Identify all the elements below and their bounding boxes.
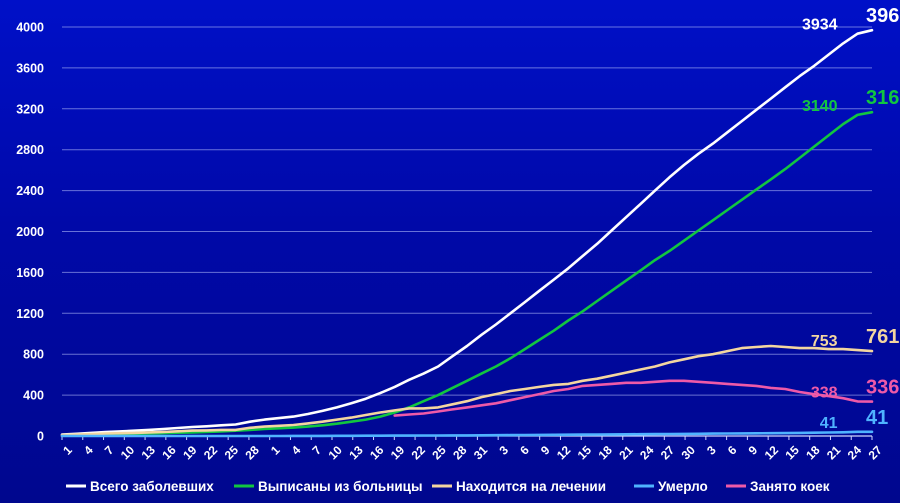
x-tick-label: 6 xyxy=(517,443,532,458)
y-tick-label: 2400 xyxy=(16,184,44,198)
legend-item: Занято коек xyxy=(726,479,830,494)
data-label: 41 xyxy=(820,415,838,432)
x-tick-label: 27 xyxy=(866,443,886,463)
grid xyxy=(62,26,872,396)
legend-label: Находится на лечении xyxy=(456,479,606,494)
x-tick-label: 1 xyxy=(268,443,283,458)
legend-label: Выписаны из больницы xyxy=(258,479,423,494)
x-tick-label: 16 xyxy=(159,443,179,463)
x-tick-label: 24 xyxy=(637,443,657,463)
x-tick-label: 22 xyxy=(409,443,429,463)
legend-label: Умерло xyxy=(658,479,708,494)
x-tick-label: 6 xyxy=(725,443,740,458)
x-tick-label: 9 xyxy=(538,443,553,458)
legend-item: Умерло xyxy=(634,479,708,494)
series-line-2 xyxy=(60,110,874,437)
x-tick-label: 4 xyxy=(289,443,304,458)
x-tick-label: 12 xyxy=(554,443,574,463)
series-line-5 xyxy=(393,379,874,417)
x-tick-label: 13 xyxy=(139,443,159,463)
x-tick-label: 18 xyxy=(596,443,616,463)
series-group xyxy=(60,28,874,438)
legend-item: Находится на лечении xyxy=(432,479,606,494)
legend-label: Занято коек xyxy=(750,479,830,494)
y-tick-label: 0 xyxy=(37,430,44,444)
x-tick-label: 15 xyxy=(575,443,595,463)
x-tick-label: 4 xyxy=(81,443,96,458)
x-tick-label: 7 xyxy=(102,443,117,458)
y-tick-label: 2800 xyxy=(16,143,44,157)
x-tick-label: 25 xyxy=(429,443,449,463)
x-tick-label: 30 xyxy=(679,443,699,463)
legend-label: Всего заболевших xyxy=(90,479,214,494)
x-tick-label: 10 xyxy=(118,443,138,463)
x-tick-label: 28 xyxy=(242,443,262,463)
series-line-3 xyxy=(60,344,874,437)
y-tick-label: 3600 xyxy=(16,61,44,75)
x-tick-label: 22 xyxy=(201,443,221,463)
x-tick-label: 7 xyxy=(310,443,325,458)
legend-item: Всего заболевших xyxy=(66,479,214,494)
x-tick-label: 12 xyxy=(762,443,782,463)
x-tick-label: 24 xyxy=(845,443,865,463)
x-axis: 1 4 7 10 13 16 19 22 25 28 1 4 7 10 13 16 19 22 25 28 31 3 6 9 1… xyxy=(60,435,886,463)
y-tick-label: 800 xyxy=(23,348,44,362)
data-label: 3140 xyxy=(802,98,838,115)
y-tick-label: 400 xyxy=(23,389,44,403)
series-line-1 xyxy=(60,28,874,436)
series-line-4 xyxy=(60,430,874,438)
y-tick-label: 4000 xyxy=(16,21,44,35)
x-tick-label: 31 xyxy=(471,443,491,463)
y-tick-label: 2000 xyxy=(16,225,44,239)
data-label: 761 xyxy=(866,326,899,348)
data-label: 753 xyxy=(811,333,838,350)
x-tick-label: 18 xyxy=(803,443,823,463)
data-label: 338 xyxy=(811,384,838,401)
legend-item: Выписаны из больницы xyxy=(234,479,423,494)
x-tick-label: 15 xyxy=(782,443,802,463)
x-tick-label: 25 xyxy=(222,443,242,463)
data-label: 41 xyxy=(866,407,888,429)
data-label: 336 xyxy=(866,377,899,399)
data-label: 3969 xyxy=(866,5,900,27)
x-tick-label: 16 xyxy=(367,443,387,463)
y-tick-label: 1200 xyxy=(16,307,44,321)
legend: Всего заболевших Выписаны из больницы Нахо… xyxy=(66,479,830,494)
x-tick-label: 19 xyxy=(388,443,408,463)
x-tick-label: 21 xyxy=(824,443,844,463)
y-axis: 0 400 800 1200 1600 2000 2400 2800 3200 3600 4000 xyxy=(16,21,44,444)
x-tick-label: 3 xyxy=(704,443,719,458)
data-label: 3934 xyxy=(802,17,838,34)
x-tick-label: 28 xyxy=(450,443,470,463)
x-tick-label: 27 xyxy=(658,443,678,463)
x-tick-label: 3 xyxy=(496,443,511,458)
x-tick-label: 21 xyxy=(616,443,636,463)
x-tick-label: 10 xyxy=(326,443,346,463)
x-tick-label: 1 xyxy=(60,443,75,458)
x-tick-label: 9 xyxy=(746,443,761,458)
x-tick-label: 19 xyxy=(180,443,200,463)
x-tick-label: 13 xyxy=(346,443,366,463)
y-tick-label: 3200 xyxy=(16,102,44,116)
y-tick-label: 1600 xyxy=(16,266,44,280)
